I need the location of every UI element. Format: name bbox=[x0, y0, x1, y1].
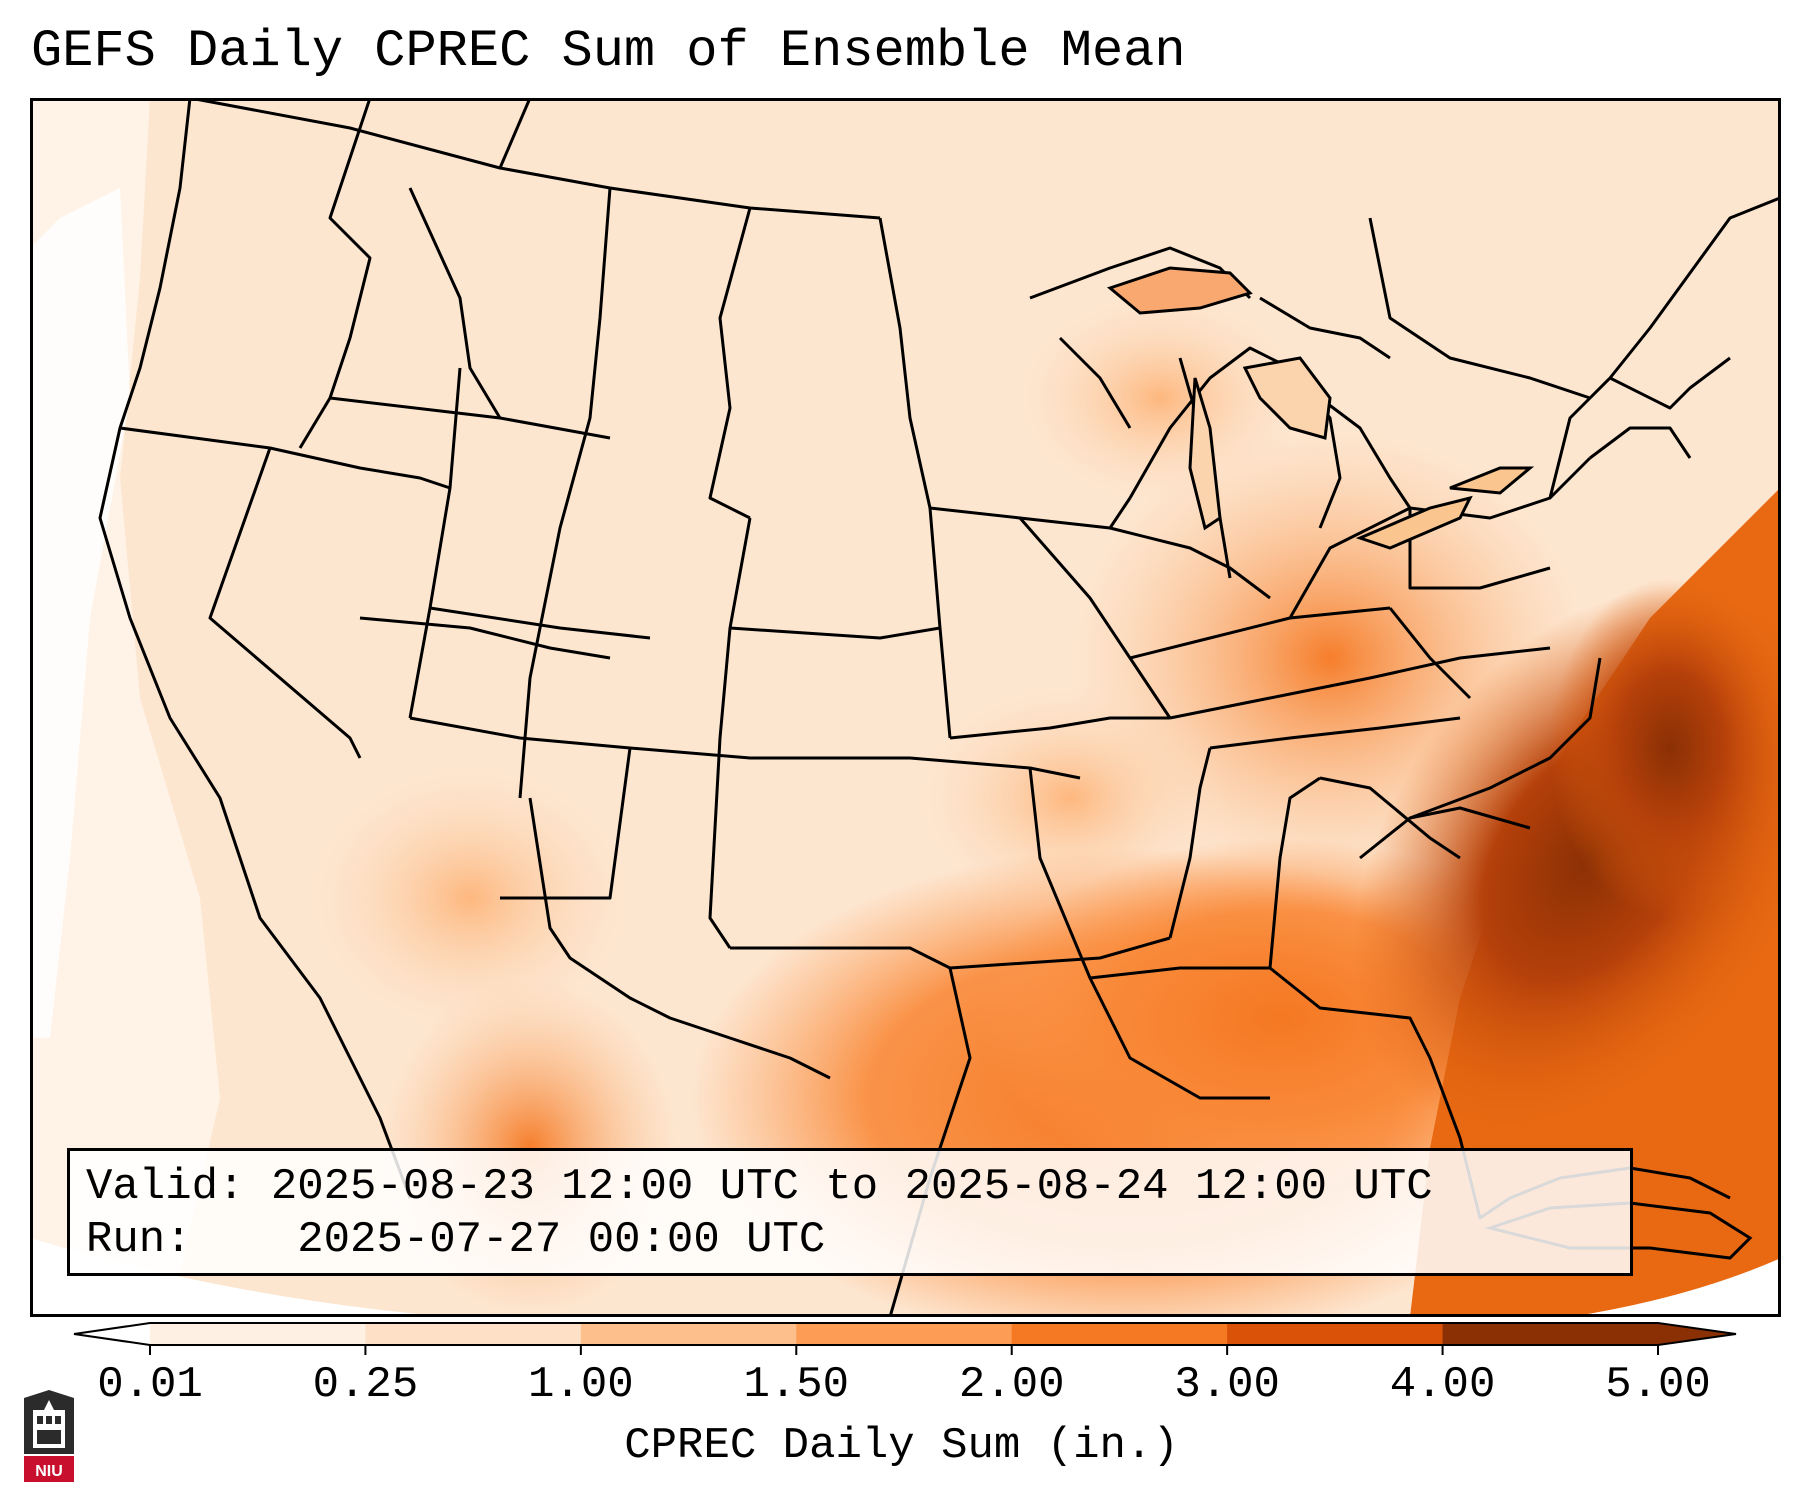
colorbar-segment bbox=[1442, 1323, 1659, 1345]
logo-text: NIU bbox=[35, 1463, 63, 1480]
run-time: 2025-07-27 00:00 UTC bbox=[297, 1215, 826, 1265]
colorbar-segment bbox=[1011, 1323, 1228, 1345]
colorbar-tick-label: 1.00 bbox=[528, 1360, 634, 1410]
colorbar-label: CPREC Daily Sum (in.) bbox=[624, 1421, 1179, 1471]
state-boundaries bbox=[98, 98, 1781, 1317]
colorbar-extend-high bbox=[1658, 1323, 1736, 1345]
niu-logo: NIU bbox=[24, 1390, 74, 1482]
colorbar-tick-label: 2.00 bbox=[958, 1360, 1065, 1410]
colorbar-tick-label: 4.00 bbox=[1389, 1360, 1496, 1410]
colorbar-segment bbox=[796, 1323, 1013, 1345]
precipitation-map bbox=[30, 98, 1781, 1317]
great-lakes bbox=[1106, 266, 1535, 550]
logo-red-band bbox=[24, 1456, 74, 1482]
valid-label: Valid: bbox=[86, 1162, 245, 1212]
atlantic-core-2 bbox=[1550, 578, 1781, 918]
colorbar bbox=[73, 1322, 1737, 1355]
valid-run-info-box: Valid: 2025-08-23 12:00 UTC to 2025-08-2… bbox=[67, 1148, 1633, 1276]
colorbar-segment bbox=[150, 1323, 366, 1345]
colorbar-segment bbox=[365, 1323, 582, 1345]
map-frame bbox=[30, 98, 1781, 1317]
colorbar-tick-label: 5.00 bbox=[1605, 1360, 1711, 1410]
pacific-white-patch bbox=[30, 188, 130, 1038]
valid-time-range: 2025-08-23 12:00 UTC to 2025-08-24 12:00… bbox=[270, 1162, 1433, 1212]
projection-corner-right bbox=[1570, 1258, 1781, 1317]
chart-title: GEFS Daily CPREC Sum of Ensemble Mean bbox=[31, 22, 1186, 81]
projection-corner-left bbox=[30, 1238, 450, 1317]
colorbar-segment bbox=[1227, 1323, 1444, 1345]
colorbar-segments bbox=[74, 1323, 1736, 1345]
colorbar-ticks bbox=[149, 1345, 1659, 1355]
colorbar-tick-label: 1.50 bbox=[743, 1360, 850, 1410]
colorbar-tick-label: 3.00 bbox=[1174, 1360, 1280, 1410]
colorbar-segment bbox=[580, 1323, 797, 1345]
lakes-field bbox=[1010, 288, 1310, 508]
southwest-field bbox=[300, 758, 640, 1038]
colorbar-tick-label: 0.01 bbox=[97, 1360, 203, 1410]
colorbar-extend-low bbox=[74, 1323, 150, 1345]
colorbar-tick-label: 0.25 bbox=[312, 1360, 419, 1410]
run-label: Run: bbox=[86, 1215, 192, 1265]
